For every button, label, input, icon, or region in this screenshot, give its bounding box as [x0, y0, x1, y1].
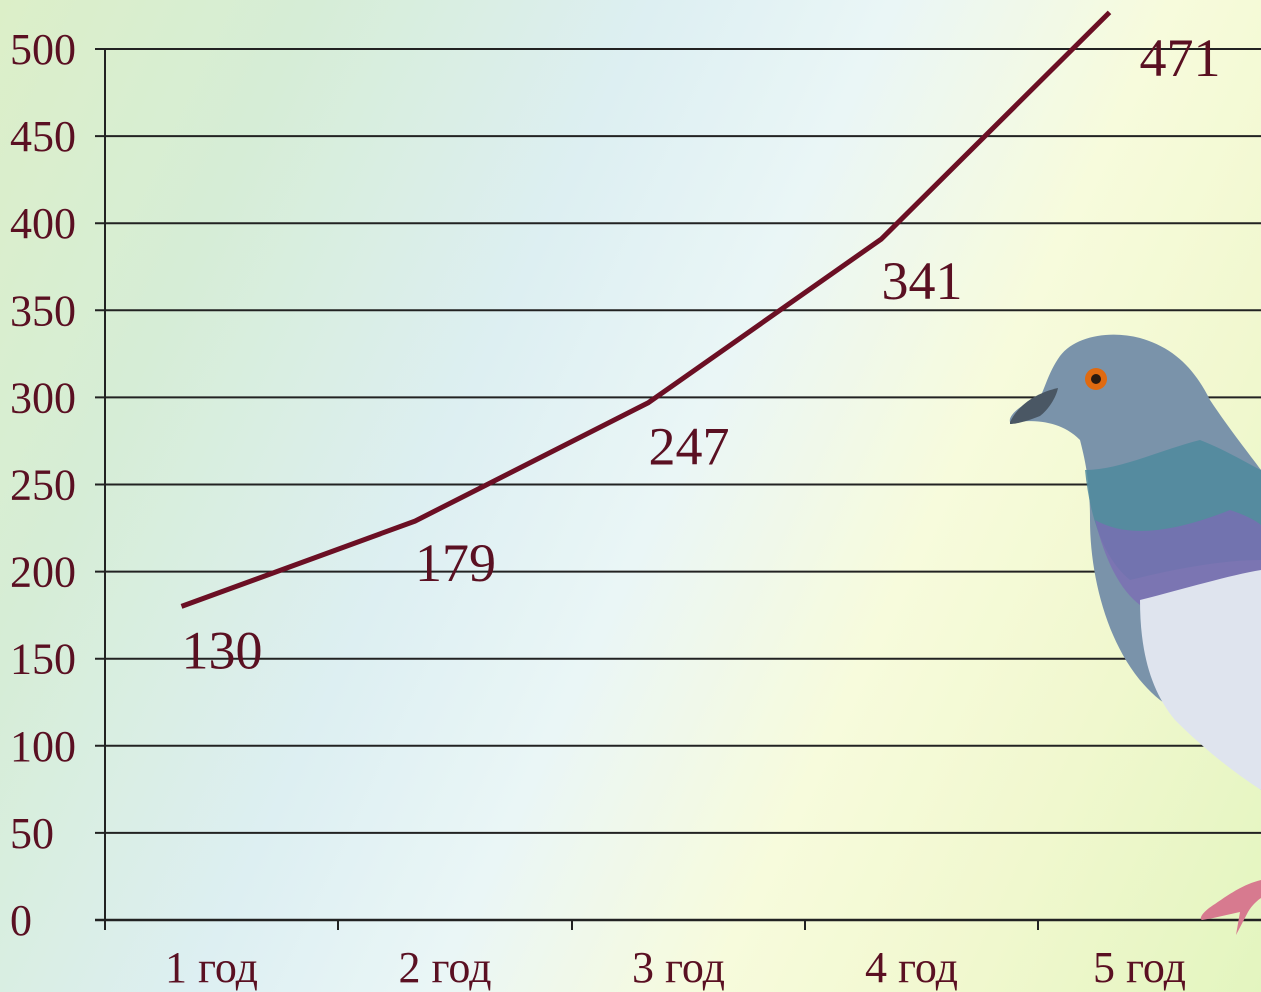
axes — [95, 49, 1261, 930]
x-tick-label: 1 год — [165, 943, 258, 992]
data-label: 471 — [1140, 28, 1221, 88]
gridlines — [95, 48, 1261, 834]
data-labels: 130 179 247 341 471 — [182, 28, 1221, 680]
y-tick-label: 150 — [10, 635, 76, 684]
y-tick-label: 450 — [10, 112, 76, 161]
y-tick-label: 400 — [10, 199, 76, 248]
series-line — [180, 10, 1112, 609]
data-label: 130 — [182, 620, 263, 680]
y-tick-label: 250 — [10, 461, 76, 510]
y-axis-tick-labels: 0 50 100 150 200 250 300 350 400 450 500 — [10, 25, 76, 945]
y-tick-label: 300 — [10, 373, 76, 422]
x-tick-label: 3 год — [632, 943, 725, 992]
x-tick-label: 4 год — [865, 943, 958, 992]
y-tick-label: 200 — [10, 548, 76, 597]
data-label: 247 — [649, 417, 730, 477]
y-tick-label: 50 — [10, 809, 54, 858]
data-label: 179 — [415, 533, 496, 593]
y-tick-label: 500 — [10, 25, 76, 74]
x-axis-tick-labels: 1 год 2 год 3 год 4 год 5 год — [165, 943, 1186, 992]
data-label: 341 — [882, 251, 963, 311]
y-tick-label: 0 — [10, 896, 32, 945]
x-tick-label: 2 год — [398, 943, 491, 992]
pigeon-icon — [1009, 334, 1261, 992]
y-tick-label: 350 — [10, 286, 76, 335]
x-tick-label: 5 год — [1093, 943, 1186, 992]
y-tick-label: 100 — [10, 722, 76, 771]
